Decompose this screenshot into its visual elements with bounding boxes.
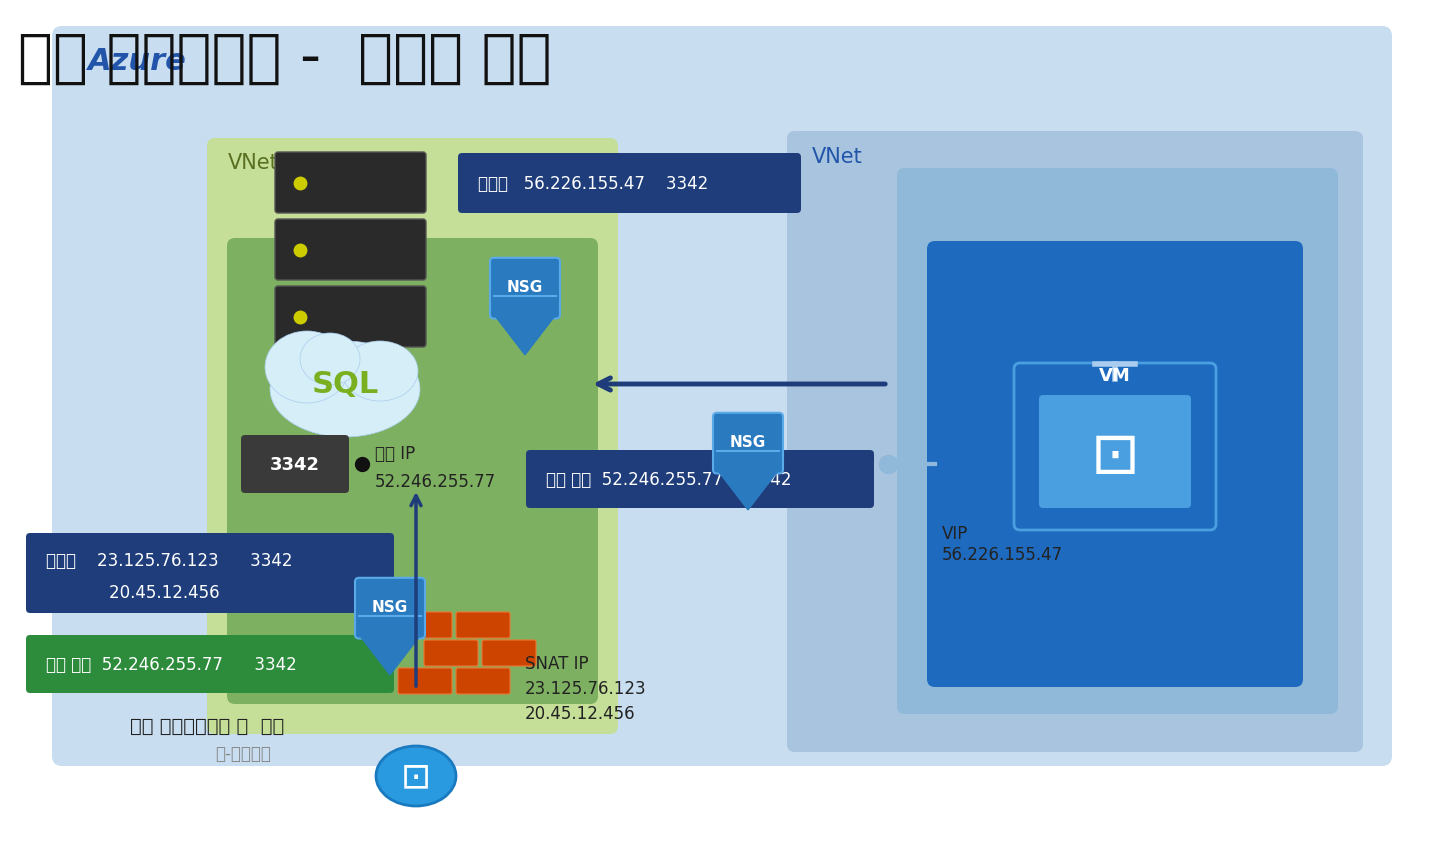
FancyBboxPatch shape: [456, 612, 511, 638]
FancyBboxPatch shape: [482, 641, 536, 666]
Text: 공용 IP: 공용 IP: [375, 445, 415, 463]
Text: 인허용   56.226.155.47    3342: 인허용 56.226.155.47 3342: [478, 175, 708, 192]
Text: 20.45.12.456: 20.45.12.456: [46, 583, 220, 601]
FancyBboxPatch shape: [51, 27, 1391, 766]
Text: 고객 애플리케이션 및  도구: 고객 애플리케이션 및 도구: [130, 717, 285, 735]
Text: NSG: NSG: [729, 435, 766, 450]
FancyBboxPatch shape: [1040, 396, 1191, 508]
FancyBboxPatch shape: [425, 641, 478, 666]
FancyBboxPatch shape: [714, 414, 784, 474]
FancyBboxPatch shape: [787, 132, 1363, 752]
Text: 온-프레미스: 온-프레미스: [214, 744, 270, 762]
FancyBboxPatch shape: [242, 436, 349, 494]
Ellipse shape: [342, 342, 418, 402]
FancyBboxPatch shape: [275, 153, 426, 214]
Text: 아웃 허용  52.246.255.77     3342: 아웃 허용 52.246.255.77 3342: [546, 470, 791, 489]
FancyBboxPatch shape: [897, 169, 1338, 714]
Polygon shape: [493, 315, 556, 355]
FancyBboxPatch shape: [927, 241, 1303, 687]
FancyBboxPatch shape: [275, 287, 426, 348]
FancyBboxPatch shape: [456, 668, 511, 694]
FancyBboxPatch shape: [275, 219, 426, 281]
FancyBboxPatch shape: [398, 612, 452, 638]
Text: ⊡: ⊡: [400, 759, 430, 793]
FancyBboxPatch shape: [1014, 364, 1216, 530]
Text: ⊡: ⊡: [1091, 428, 1140, 485]
Polygon shape: [359, 635, 420, 675]
FancyBboxPatch shape: [227, 239, 598, 704]
Text: VNet: VNet: [812, 147, 862, 167]
FancyBboxPatch shape: [207, 138, 618, 734]
Text: 52.246.255.77: 52.246.255.77: [375, 473, 496, 490]
Ellipse shape: [300, 333, 360, 386]
Text: 3342: 3342: [270, 456, 320, 473]
Text: VM: VM: [1100, 366, 1131, 385]
Text: VNet: VNet: [227, 153, 279, 173]
Text: SQL: SQL: [312, 370, 379, 399]
FancyBboxPatch shape: [355, 578, 425, 639]
Text: SNAT IP
23.125.76.123
20.45.12.456: SNAT IP 23.125.76.123 20.45.12.456: [525, 654, 646, 722]
Text: Azure: Azure: [89, 47, 187, 76]
Text: NSG: NSG: [372, 599, 408, 614]
Ellipse shape: [376, 746, 456, 806]
FancyBboxPatch shape: [490, 258, 561, 319]
FancyBboxPatch shape: [526, 451, 874, 508]
Text: 인허용    23.125.76.123      3342: 인허용 23.125.76.123 3342: [46, 551, 293, 570]
Ellipse shape: [270, 342, 420, 437]
Polygon shape: [716, 470, 779, 510]
FancyBboxPatch shape: [26, 636, 395, 693]
Text: VIP
56.226.155.47: VIP 56.226.155.47: [942, 524, 1062, 563]
FancyBboxPatch shape: [398, 668, 452, 694]
Text: 아웃 허용  52.246.255.77      3342: 아웃 허용 52.246.255.77 3342: [46, 655, 297, 674]
Text: NSG: NSG: [506, 279, 543, 295]
Text: 공용 엔드포인트 -  액세스 보안: 공용 엔드포인트 - 액세스 보안: [19, 30, 552, 87]
FancyBboxPatch shape: [458, 154, 801, 214]
Ellipse shape: [265, 332, 349, 403]
FancyBboxPatch shape: [26, 533, 395, 614]
